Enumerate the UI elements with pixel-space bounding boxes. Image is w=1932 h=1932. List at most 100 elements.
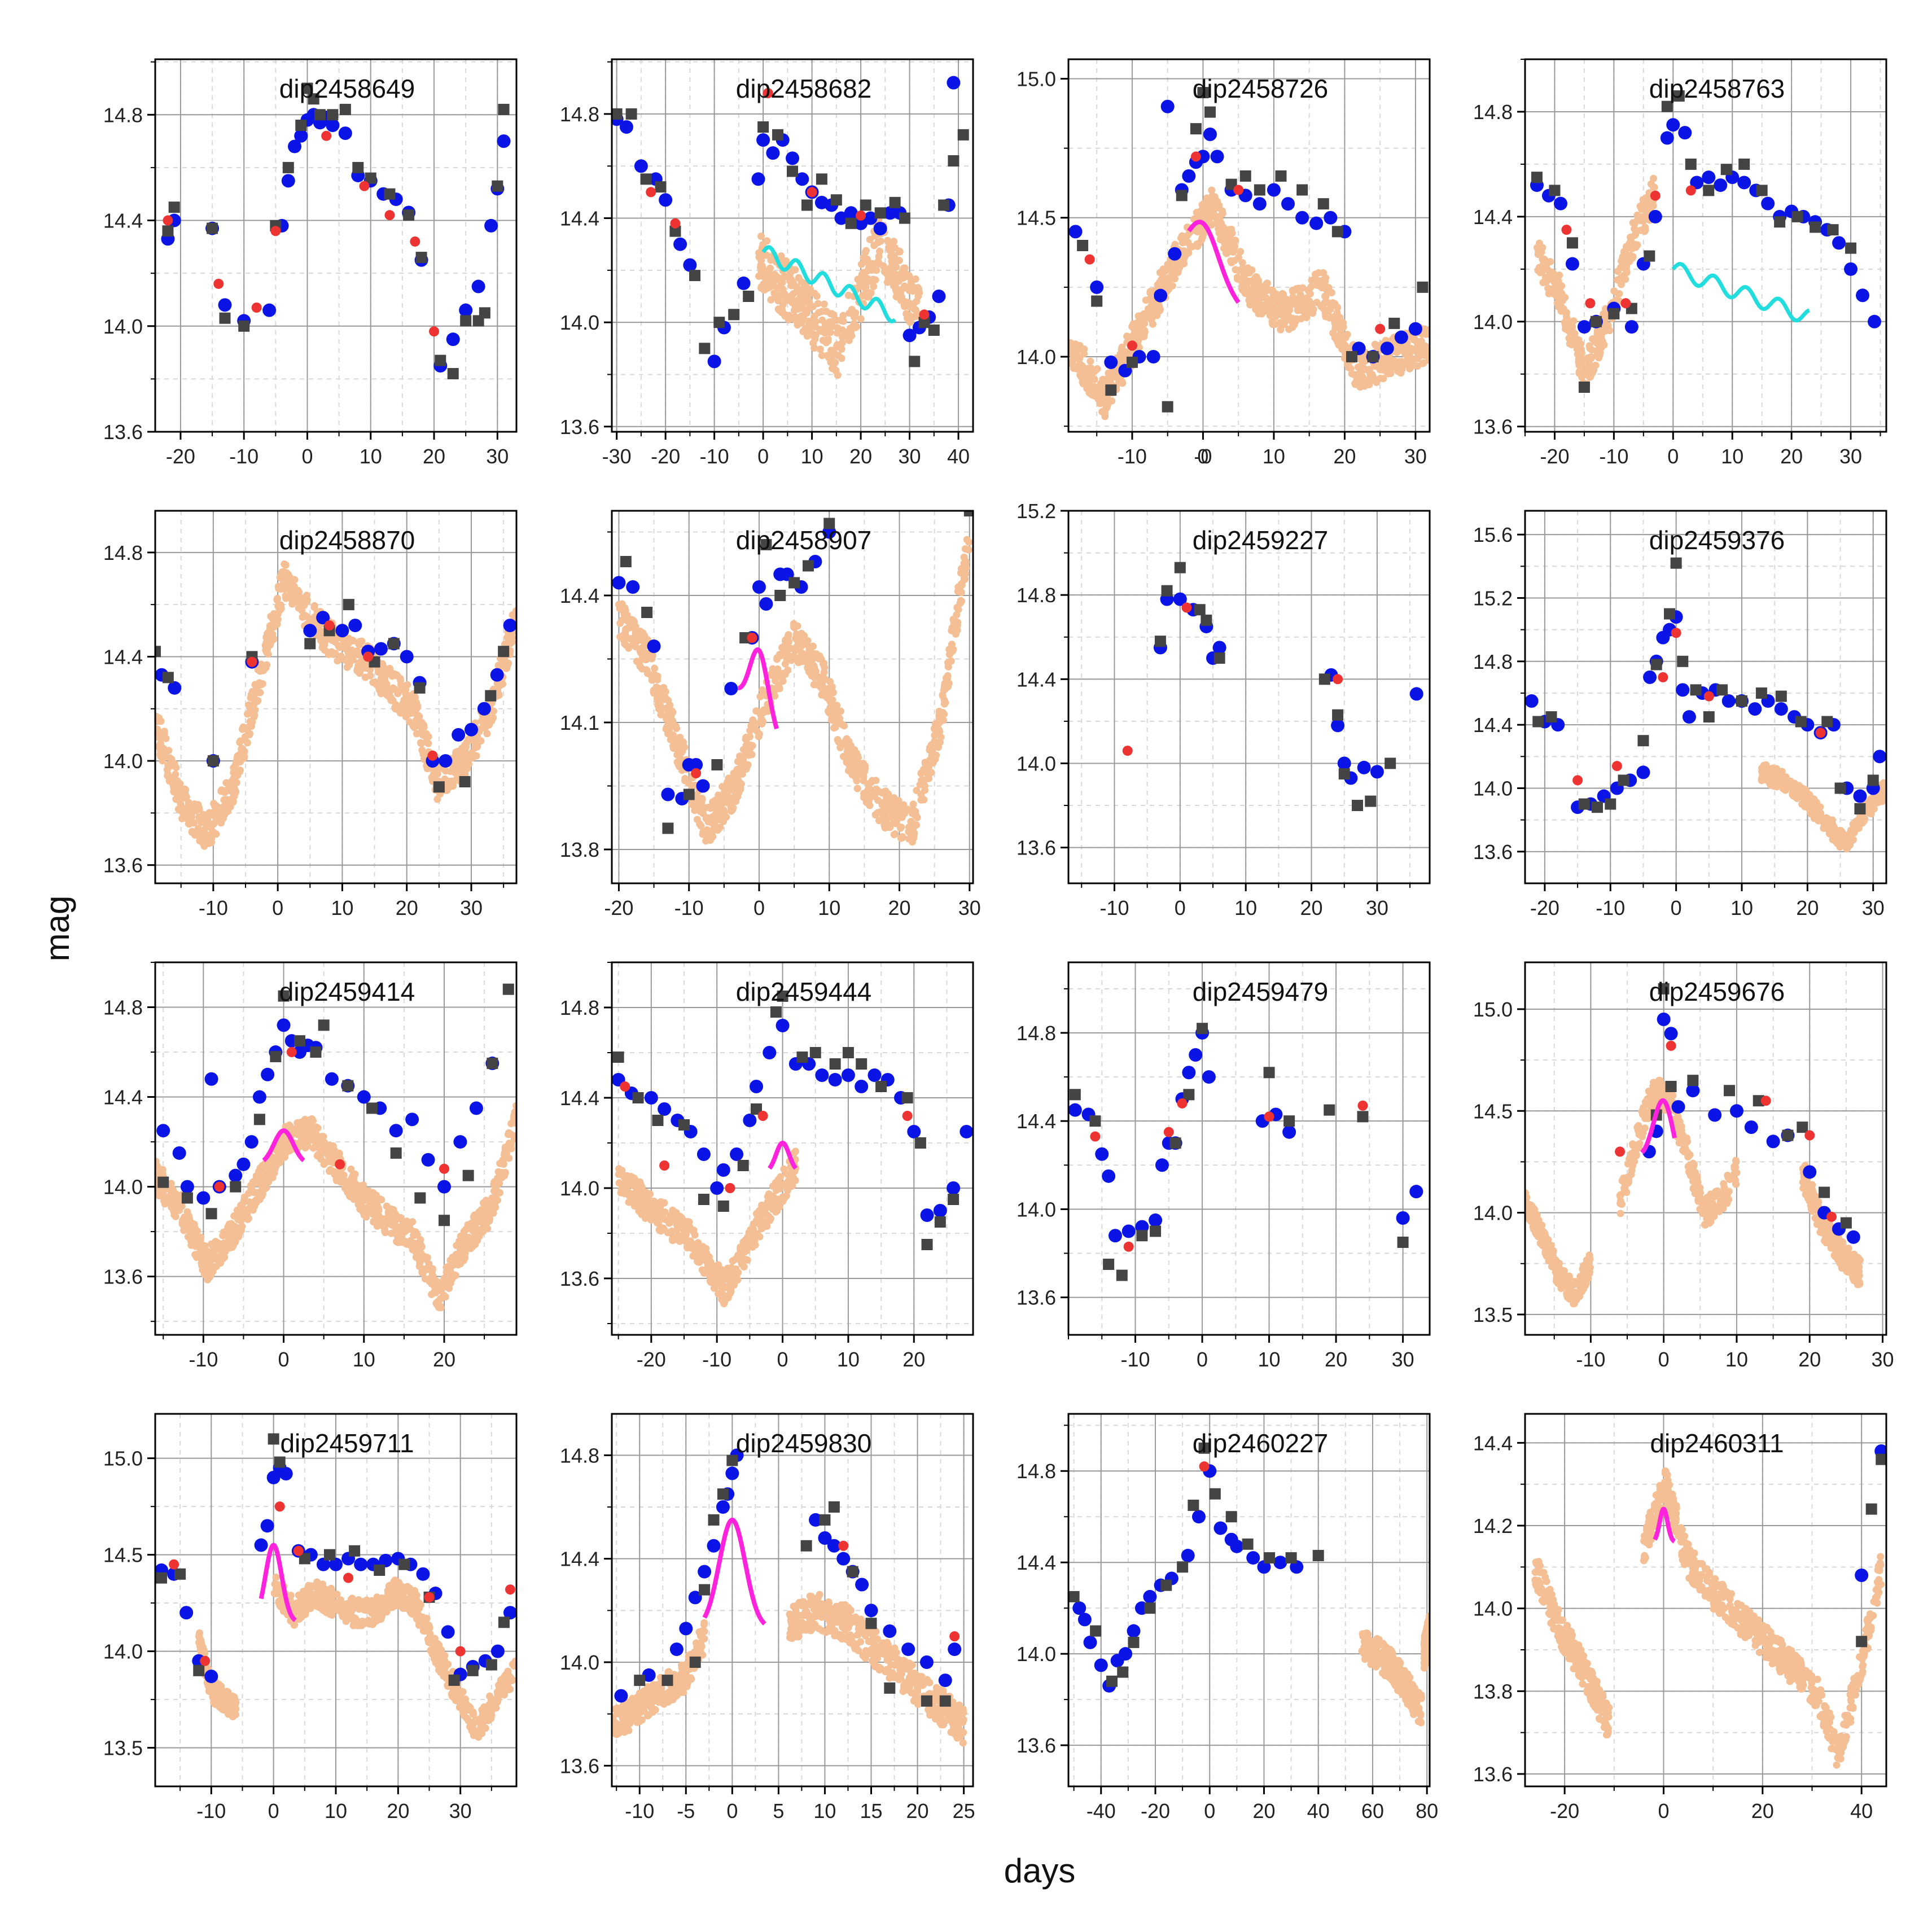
x-tick-label: 20 [849, 445, 872, 468]
tess-point [356, 638, 363, 646]
ztf-g-point [1605, 798, 1616, 810]
atlas-point [1577, 320, 1591, 334]
panel-dip2458682: -30 -20 -10 0 10 20 30 4013.614.014.414.8dip245… [560, 58, 974, 468]
y-tick-label: 15.0 [1017, 67, 1056, 90]
tess-point [1380, 366, 1388, 374]
tess-point [1195, 239, 1203, 247]
tess-point [178, 805, 186, 813]
tess-band [755, 216, 923, 379]
ztf-g-point [662, 822, 674, 834]
y-tick-label: 14.4 [103, 645, 143, 668]
tess-point [334, 657, 341, 665]
atlas-point [326, 119, 340, 133]
x-tick-label: 30 [1404, 445, 1427, 468]
tess-point [760, 268, 768, 276]
atlas-point [374, 642, 388, 656]
x-tick-label: 20 [1300, 896, 1323, 919]
tess-point [905, 835, 913, 843]
tess-point [1820, 824, 1828, 832]
tess-point [319, 641, 327, 649]
tess-point [1236, 267, 1243, 275]
ztf-r-point [1333, 674, 1343, 685]
tess-band [1758, 761, 1886, 853]
tess-point [917, 796, 925, 804]
tess-point [755, 733, 763, 741]
tess-point [637, 649, 645, 656]
ztf-g-point [711, 759, 723, 770]
ztf-g-point [816, 173, 827, 185]
tess-point [944, 663, 952, 671]
tess-point [831, 723, 839, 731]
atlas-point [883, 206, 897, 220]
tess-point [1200, 207, 1208, 215]
tess-point [780, 648, 788, 656]
x-tick-label: 30 [899, 445, 921, 468]
atlas-point [168, 681, 182, 695]
atlas-point [673, 237, 687, 251]
atlas-point [612, 576, 626, 590]
tess-point [509, 611, 516, 619]
ztf-g-point [1608, 308, 1620, 319]
tess-point [224, 798, 231, 806]
tess-point [737, 780, 745, 788]
tess-point [767, 256, 775, 264]
y-tick-label: 14.0 [1017, 752, 1056, 775]
tess-point [916, 781, 924, 788]
tess-point [1212, 204, 1220, 212]
tess-point [885, 243, 893, 251]
tess-point [1079, 362, 1087, 370]
tess-point [912, 811, 920, 819]
x-tick-label: 20 [1796, 896, 1819, 919]
tess-point [356, 668, 364, 676]
tess-point [892, 271, 900, 279]
tess-point [1240, 271, 1248, 279]
tess-point [1610, 287, 1618, 295]
tess-point [310, 602, 318, 610]
tess-point [1099, 375, 1107, 383]
tess-point [746, 727, 754, 735]
tess-point [816, 652, 823, 660]
ztf-r-point [1703, 691, 1714, 702]
tess-point [1627, 236, 1635, 244]
tess-point [1234, 274, 1242, 282]
tess-point [912, 275, 919, 283]
tess-point [1241, 288, 1248, 296]
ztf-r-point [1620, 298, 1631, 309]
tess-point [899, 833, 906, 841]
atlas-point [281, 174, 295, 188]
tess-point [1631, 231, 1639, 239]
tess-point [677, 755, 685, 763]
atlas-point [903, 328, 917, 343]
tess-point [828, 352, 836, 360]
ztf-g-point [1549, 185, 1561, 196]
atlas-point [737, 276, 751, 290]
tess-point [1565, 317, 1573, 325]
tess-point [230, 785, 238, 793]
ztf-g-point [498, 103, 510, 115]
ztf-g-point [801, 199, 813, 211]
tess-point [826, 318, 834, 326]
ztf-g-point [1331, 226, 1343, 238]
atlas-point [1873, 750, 1886, 764]
tess-point [782, 638, 790, 646]
tess-point [1216, 236, 1224, 244]
tess-point [1219, 209, 1226, 217]
atlas-point [459, 303, 473, 317]
ztf-r-point [763, 88, 773, 98]
tess-point [794, 305, 802, 313]
x-tick-label: -20 [1540, 445, 1569, 468]
tess-point [1217, 229, 1225, 236]
atlas-point [1525, 694, 1539, 708]
atlas-point [400, 650, 414, 664]
tess-point [1147, 295, 1155, 303]
tess-point [871, 276, 879, 284]
tess-point [890, 831, 898, 839]
tess-point [1166, 274, 1173, 282]
atlas-point [724, 682, 738, 695]
tess-point [772, 672, 779, 680]
tess-point [1549, 272, 1557, 280]
y-tick-label: 14.0 [103, 315, 143, 338]
tess-point [680, 738, 687, 746]
tess-point [196, 828, 204, 836]
